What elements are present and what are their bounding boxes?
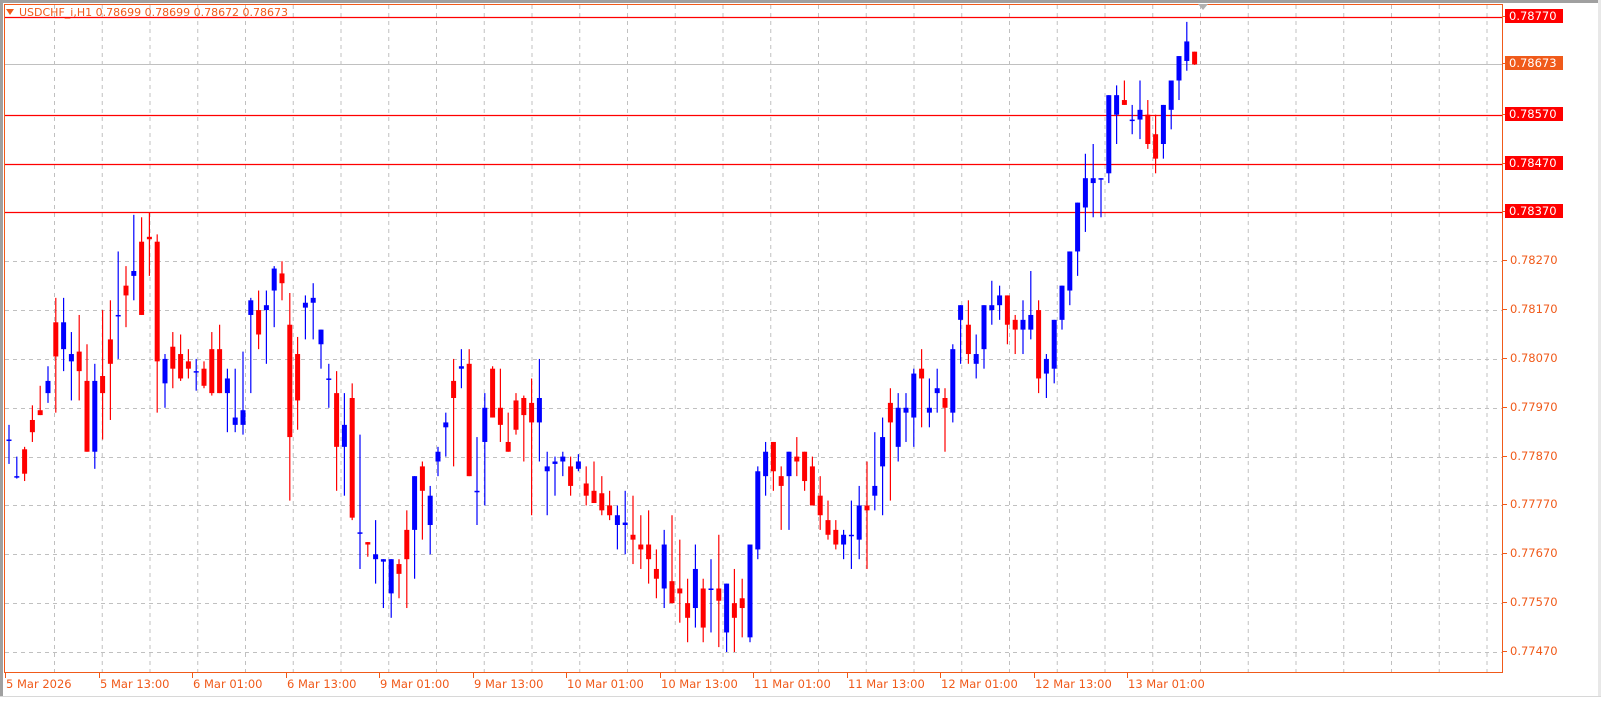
price-tick-label: 0.77970 — [1510, 400, 1558, 414]
plot-area[interactable] — [4, 4, 1503, 673]
price-tick-label: 0.78070 — [1510, 351, 1558, 365]
level-price-label: 0.78370 — [1505, 204, 1563, 218]
window-right-border — [1598, 0, 1601, 713]
candlestick-chart — [5, 5, 1502, 672]
time-tick-label: 13 Mar 01:00 — [1128, 677, 1205, 691]
chart-title[interactable]: USDCHF_i,H1 0.78699 0.78699 0.78672 0.78… — [6, 6, 288, 19]
time-tick-label: 11 Mar 01:00 — [754, 677, 831, 691]
time-tick-label: 5 Mar 13:00 — [100, 677, 170, 691]
level-price-label: 0.78570 — [1505, 107, 1563, 121]
time-tick-label: 12 Mar 01:00 — [941, 677, 1018, 691]
chart-title-text: USDCHF_i,H1 0.78699 0.78699 0.78672 0.78… — [19, 6, 289, 19]
level-price-label: 0.78470 — [1505, 156, 1563, 170]
price-tick-label: 0.77470 — [1510, 644, 1558, 658]
time-tick-label: 6 Mar 01:00 — [193, 677, 263, 691]
time-tick-label: 12 Mar 13:00 — [1035, 677, 1112, 691]
price-tick-label: 0.78170 — [1510, 302, 1558, 316]
price-tick-label: 0.78270 — [1510, 253, 1558, 267]
time-tick-label: 10 Mar 13:00 — [661, 677, 738, 691]
price-tick-label: 0.77670 — [1510, 546, 1558, 560]
window-bottom-strip — [0, 696, 1601, 713]
time-tick-label: 6 Mar 13:00 — [287, 677, 357, 691]
window-top-border — [0, 0, 1601, 3]
price-tick-label: 0.77570 — [1510, 595, 1558, 609]
time-tick-label: 11 Mar 13:00 — [848, 677, 925, 691]
time-tick-label: 5 Mar 2026 — [6, 677, 72, 691]
window-left-border — [0, 0, 3, 713]
price-tick-label: 0.77870 — [1510, 449, 1558, 463]
time-tick-label: 9 Mar 01:00 — [380, 677, 450, 691]
chart-menu-triangle-icon[interactable] — [6, 9, 14, 15]
current-price-label: 0.78673 — [1505, 56, 1563, 70]
time-tick-label: 9 Mar 13:00 — [474, 677, 544, 691]
candles — [6, 21, 1198, 652]
level-price-label: 0.78770 — [1505, 9, 1563, 23]
price-tick-label: 0.77770 — [1510, 497, 1558, 511]
time-tick-label: 10 Mar 01:00 — [567, 677, 644, 691]
